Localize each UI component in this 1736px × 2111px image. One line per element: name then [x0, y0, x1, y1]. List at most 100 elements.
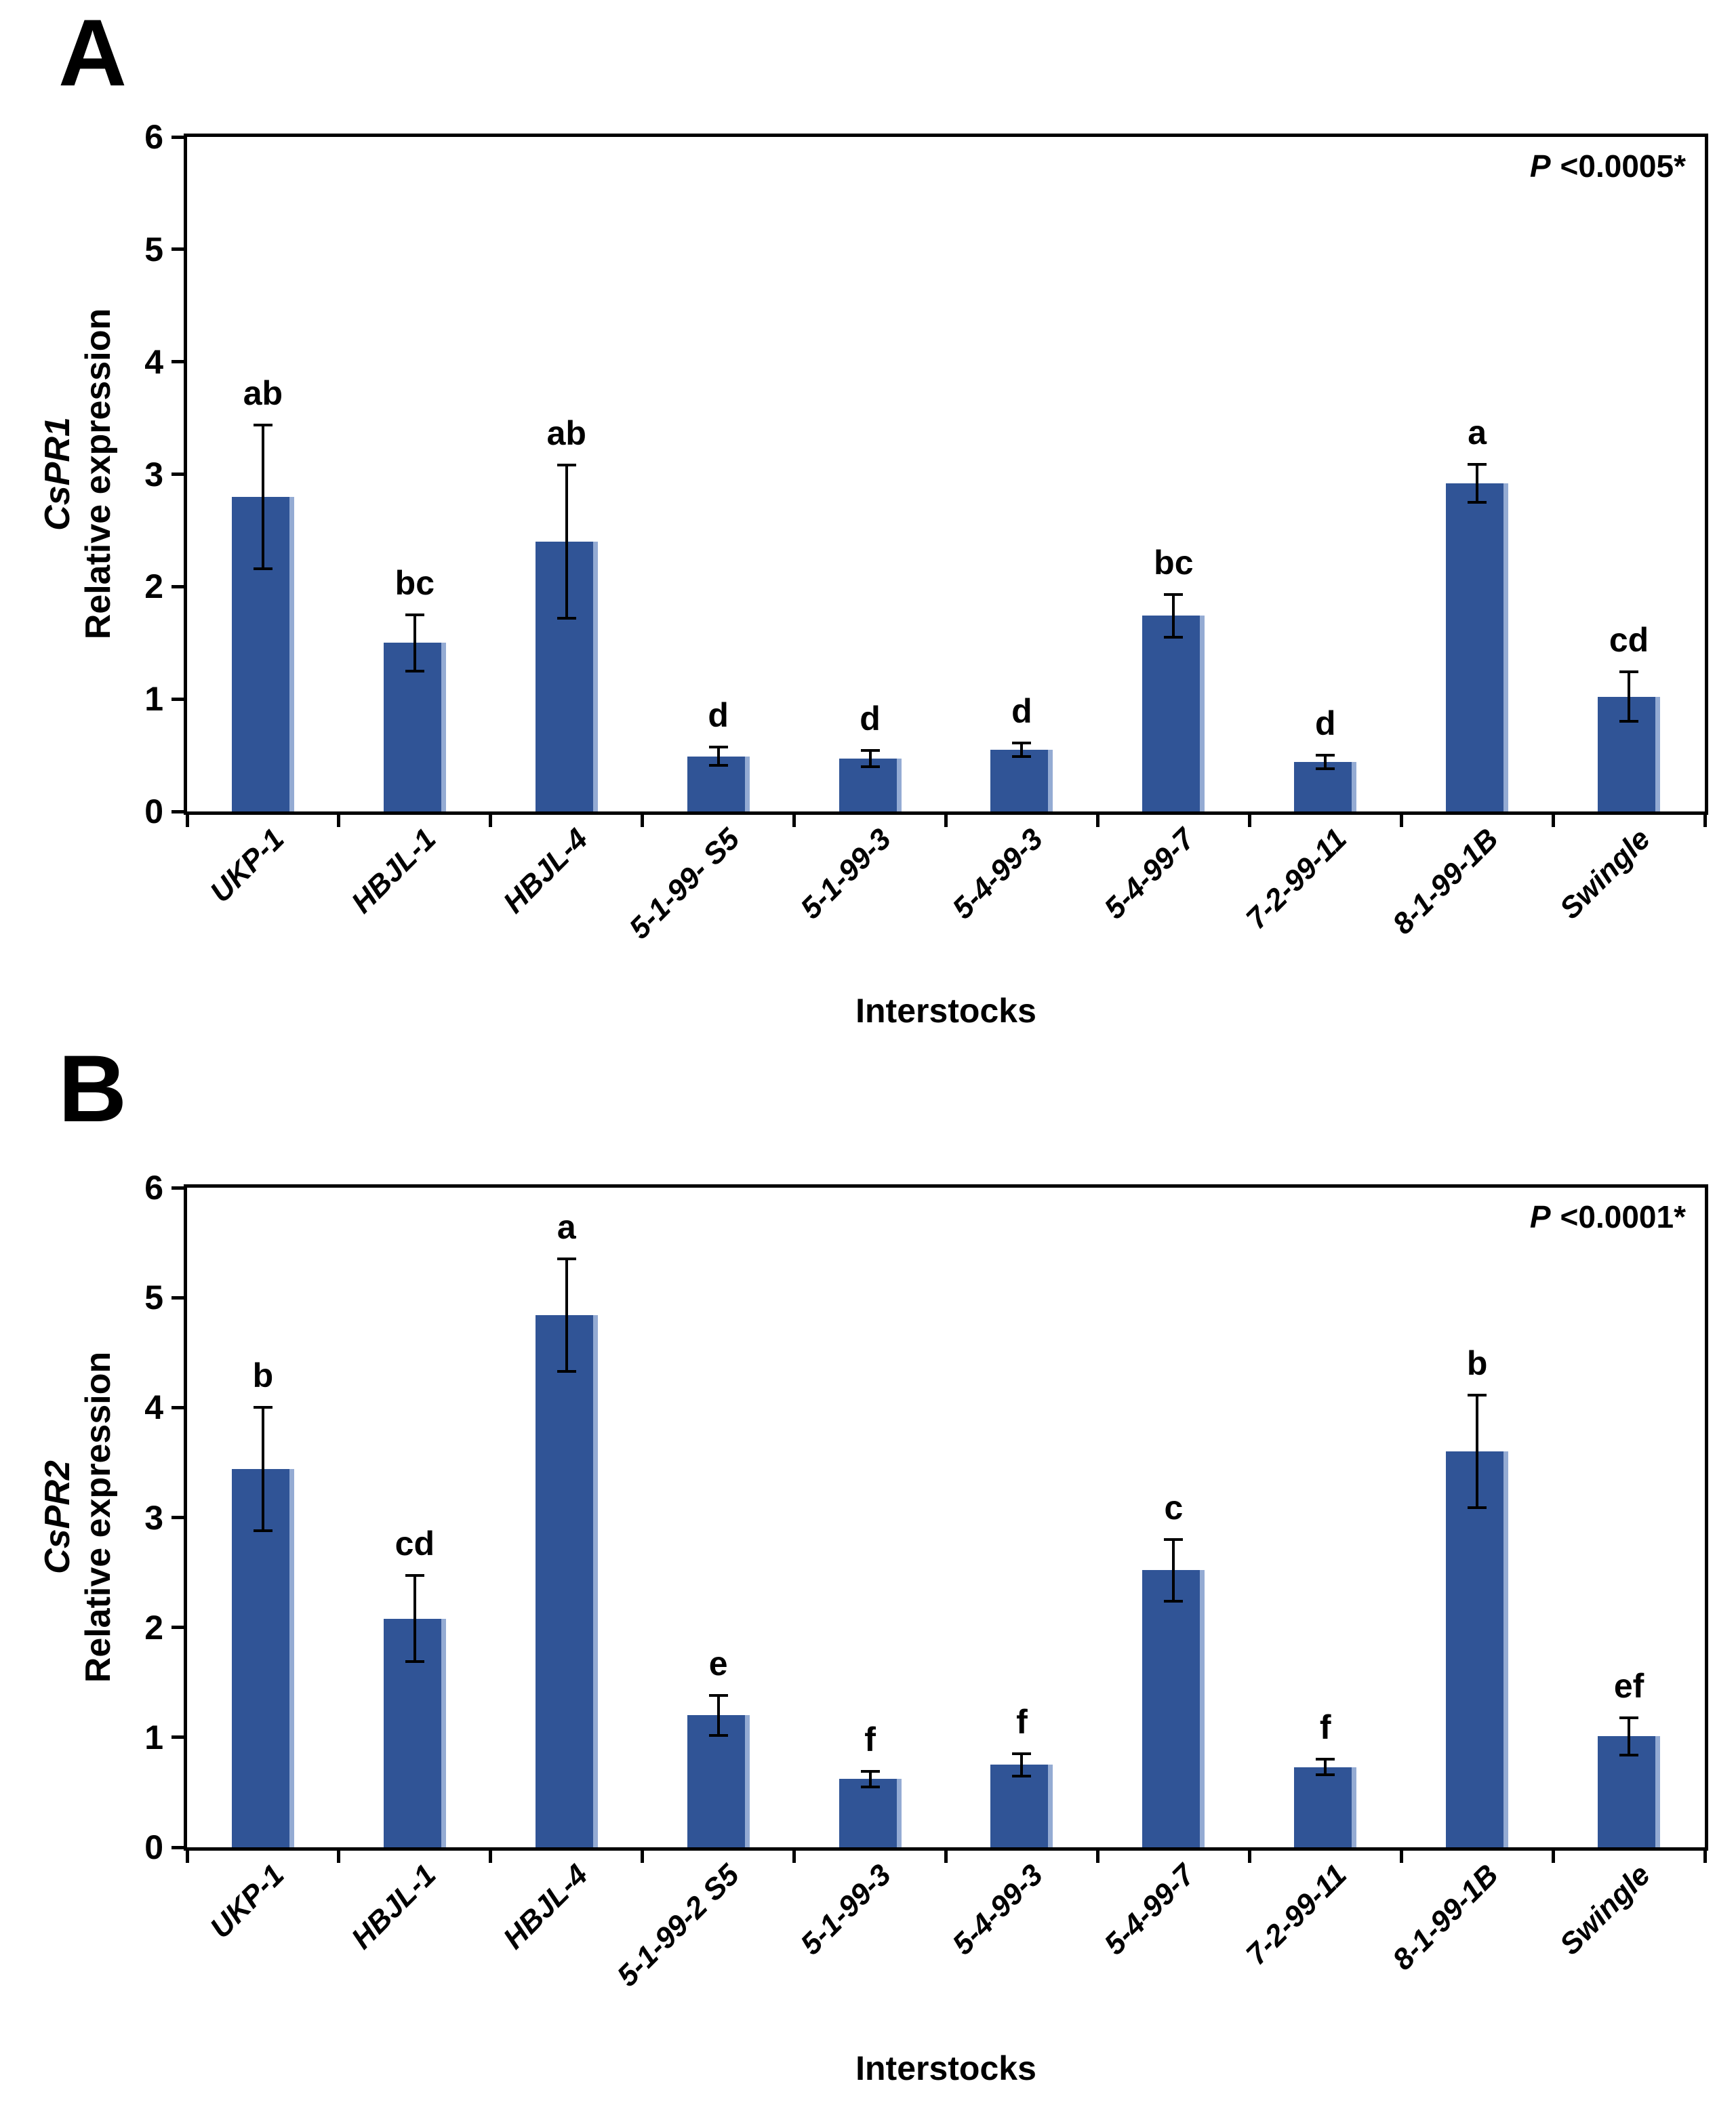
error-bar [1476, 1395, 1479, 1508]
significance-letter: b [252, 1356, 274, 1395]
y-axis-tick-label: 4 [144, 342, 163, 381]
panel-a-plot-area: P <0.0005* 0 1 2 3 4 5 6 ab UKP-1 bc HBJL-1 ab HBJL-4… [144, 118, 1708, 946]
y-axis-tick-label: 5 [144, 1279, 163, 1317]
panel-b-plot-area: P <0.0001* 0 1 2 3 4 5 6 b UKP-1 cd HBJL-1 a HBJL-4 e 5… [144, 1169, 1708, 1993]
significance-letter: d [708, 696, 729, 735]
error-bar-cap-bottom [708, 764, 728, 767]
error-bar-cap-top [1316, 754, 1335, 757]
bar [1294, 762, 1357, 811]
y-axis-tick [171, 1845, 184, 1849]
x-axis-tick [489, 1851, 493, 1863]
x-axis-tick [185, 1851, 189, 1863]
bar [231, 1469, 294, 1847]
error-bar-cap-top [1164, 592, 1184, 596]
x-axis-tick [944, 1851, 948, 1863]
error-bar [868, 750, 872, 767]
error-bar-cap-top [1619, 670, 1639, 674]
x-category-label-text: HBJL-1 [344, 1858, 443, 1956]
x-category-label-text: Swingle [1553, 822, 1657, 926]
error-bar-cap-top [1012, 1752, 1032, 1756]
y-axis-tick [171, 1516, 184, 1519]
x-axis-tick [944, 815, 948, 827]
y-axis-tick [171, 584, 184, 588]
x-axis-tick [1399, 815, 1403, 827]
x-category-label-text: 5-4-99-7 [1097, 822, 1201, 926]
error-bar [1324, 755, 1327, 769]
panel-b-gene-name: CsPR2 [38, 1460, 77, 1574]
x-axis-tick [1703, 815, 1707, 827]
p-symbol: P [1529, 148, 1551, 184]
panel-b-letter: B [58, 1035, 127, 1142]
error-bar-cap-bottom [1164, 1599, 1184, 1603]
panel-a-x-axis-title: Interstocks [855, 992, 1036, 1030]
error-bar-cap-top [1316, 1758, 1335, 1761]
bar [990, 749, 1053, 811]
x-category-label-text: 5-4-99-3 [946, 1858, 1050, 1962]
error-bar-cap-bottom [253, 1529, 272, 1532]
panel-a-gene-name: CsPR1 [38, 417, 77, 531]
error-bar-cap-top [1164, 1537, 1184, 1541]
error-bar-cap-bottom [1619, 720, 1639, 723]
error-bar [261, 424, 264, 569]
error-bar-cap-bottom [557, 616, 576, 620]
error-bar-cap-top [1468, 1394, 1487, 1397]
x-category-label-text: UKP-1 [203, 1858, 291, 1946]
error-bar-cap-top [253, 1406, 272, 1409]
y-axis-tick [171, 1405, 184, 1409]
error-bar [1476, 464, 1479, 502]
x-axis-tick [1551, 1851, 1555, 1863]
y-axis-tick [171, 1626, 184, 1630]
bar [839, 1779, 902, 1847]
y-axis-tick [171, 360, 184, 364]
significance-letter: bc [1154, 543, 1194, 582]
significance-letter: e [708, 1645, 728, 1683]
y-axis-tick [171, 247, 184, 252]
x-category-label-text: 7-2-99-11 [1239, 1858, 1353, 1972]
bar [687, 1715, 750, 1847]
x-axis-tick [641, 1851, 645, 1863]
p-value-text: <0.0001* [1560, 1199, 1686, 1234]
significance-letter: b [1466, 1344, 1488, 1383]
error-bar-cap-top [1619, 1716, 1639, 1719]
bar [535, 1315, 598, 1847]
y-axis-tick-label: 0 [144, 1828, 163, 1866]
y-axis-tick-label: 2 [144, 1608, 163, 1647]
x-axis-tick [1095, 815, 1099, 827]
x-category-label-text: 5-1-99-3 [794, 822, 898, 926]
x-category-label-text: HBJL-4 [496, 822, 594, 920]
x-category-label-text: 5-4-99-7 [1097, 1858, 1201, 1962]
x-category-label-text: 5-1-99-3 [794, 1858, 898, 1962]
bar [1294, 1767, 1357, 1847]
y-axis-tick-label: 5 [144, 230, 163, 268]
error-bar-cap-top [557, 1258, 576, 1261]
error-bar-cap-bottom [557, 1369, 576, 1373]
significance-letter: f [1319, 1708, 1331, 1747]
y-axis-tick-label: 0 [144, 792, 163, 830]
x-category-label-text: 5-1-99- S5 [622, 822, 746, 946]
error-bar-cap-bottom [405, 669, 424, 672]
error-bar-cap-top [708, 746, 728, 749]
x-category-label-text: 5-4-99-3 [946, 822, 1050, 926]
x-category-label-text: 8-1-99-1B [1386, 1858, 1505, 1977]
panel-b-x-axis-title: Interstocks [855, 2049, 1036, 2087]
bar [990, 1765, 1053, 1847]
significance-letter: d [1314, 704, 1336, 743]
error-bar-cap-top [253, 423, 272, 426]
y-axis-tick-label: 2 [144, 567, 163, 606]
significance-letter: cd [1609, 621, 1649, 660]
x-axis-tick [337, 815, 341, 827]
error-bar-cap-bottom [1468, 500, 1487, 504]
x-axis-tick [1703, 1851, 1707, 1863]
significance-letter: ef [1613, 1666, 1644, 1705]
significance-letter: a [1468, 413, 1487, 451]
panel-a-letter: A [58, 0, 127, 106]
error-bar-cap-bottom [1619, 1753, 1639, 1756]
y-axis-tick-label: 6 [144, 118, 163, 156]
error-bar [716, 747, 720, 765]
error-bar-cap-bottom [405, 1660, 424, 1663]
error-bar-cap-bottom [1164, 635, 1184, 639]
y-axis-tick-label: 1 [144, 680, 163, 719]
x-category-label-text: Swingle [1553, 1858, 1657, 1962]
x-axis-tick [1551, 815, 1555, 827]
